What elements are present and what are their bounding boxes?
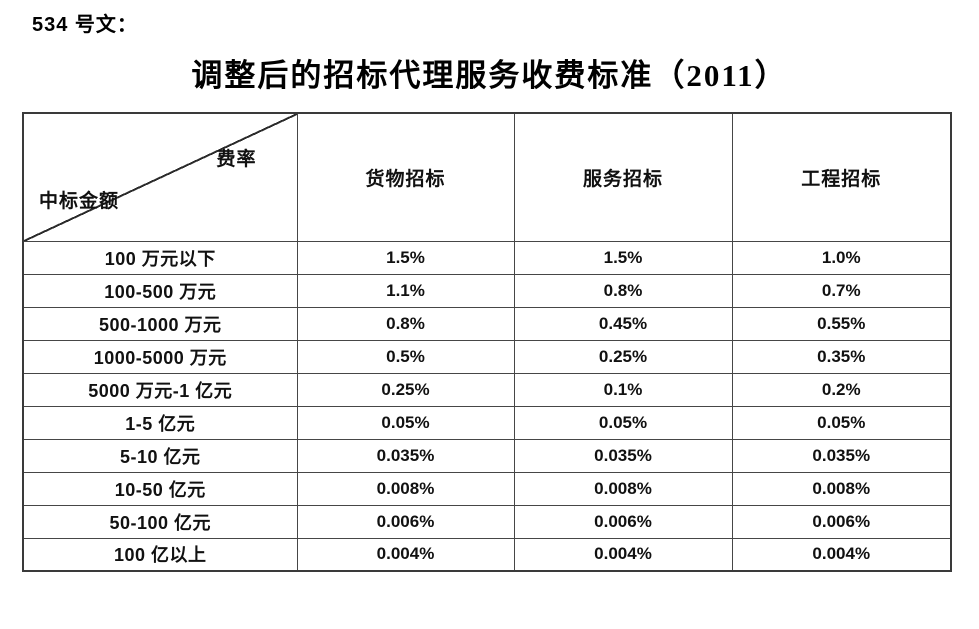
table-row: 500-1000 万元 0.8% 0.45% 0.55% [22,306,952,341]
rate-cell: 0.7% [731,273,952,308]
fee-rate-table: 费率 中标金额 货物招标 服务招标 工程招标 100 万元以下 1.5% 1.5… [22,112,952,572]
rate-cell: 0.035% [731,438,952,473]
row-label: 1000-5000 万元 [22,339,298,374]
rate-cell: 0.006% [296,504,515,539]
rate-cell: 0.1% [513,372,733,407]
rate-cell: 0.008% [296,471,515,506]
page-title: 调整后的招标代理服务收费标准（2011） [191,58,788,93]
row-label: 1-5 亿元 [22,405,298,440]
rate-cell: 0.008% [513,471,733,506]
rate-cell: 0.004% [296,537,515,572]
table-row: 5-10 亿元 0.035% 0.035% 0.035% [22,438,952,473]
rate-cell: 0.05% [296,405,515,440]
rate-cell: 0.35% [731,339,952,374]
row-label: 100-500 万元 [22,273,298,308]
column-header-goods: 货物招标 [296,112,515,242]
rate-cell: 0.035% [296,438,515,473]
rate-cell: 0.006% [731,504,952,539]
rate-cell: 0.5% [296,339,515,374]
doc-number: 534 号文： [32,14,138,36]
row-label: 10-50 亿元 [22,471,298,506]
corner-label-amount: 中标金额 [39,190,120,212]
rate-cell: 0.035% [513,438,733,473]
rate-cell: 0.004% [513,537,733,572]
rate-cell: 0.8% [513,273,733,308]
rate-cell: 0.05% [513,405,733,440]
table-row: 100-500 万元 1.1% 0.8% 0.7% [22,273,952,308]
rate-cell: 0.45% [513,306,733,341]
rate-cell: 0.25% [296,372,515,407]
row-label: 500-1000 万元 [22,306,298,341]
rate-cell: 0.2% [731,372,952,407]
table-row: 5000 万元-1 亿元 0.25% 0.1% 0.2% [22,372,952,407]
header-row: 费率 中标金额 货物招标 服务招标 工程招标 [22,112,952,242]
rate-cell: 1.5% [296,240,515,275]
table-row: 100 亿以上 0.004% 0.004% 0.004% [22,537,952,572]
rate-cell: 0.004% [731,537,952,572]
table-corner-cell: 费率 中标金额 [22,112,298,242]
rate-cell: 1.1% [296,273,515,308]
rate-cell: 1.5% [513,240,733,275]
column-header-service: 服务招标 [513,112,733,242]
rate-cell: 0.8% [296,306,515,341]
column-header-engineering: 工程招标 [731,112,952,242]
row-label: 100 万元以下 [22,240,298,275]
rate-cell: 0.55% [731,306,952,341]
table-row: 1000-5000 万元 0.5% 0.25% 0.35% [22,339,952,374]
row-label: 50-100 亿元 [22,504,298,539]
rate-cell: 0.008% [731,471,952,506]
rate-cell: 0.25% [513,339,733,374]
rate-cell: 0.006% [513,504,733,539]
row-label: 5000 万元-1 亿元 [22,372,298,407]
rate-cell: 1.0% [731,240,952,275]
row-label: 100 亿以上 [22,537,298,572]
corner-label-rate: 费率 [216,149,257,170]
table-row: 1-5 亿元 0.05% 0.05% 0.05% [22,405,952,440]
table-row: 10-50 亿元 0.008% 0.008% 0.008% [22,471,952,506]
table-row: 100 万元以下 1.5% 1.5% 1.0% [22,240,952,275]
table-row: 50-100 亿元 0.006% 0.006% 0.006% [22,504,952,539]
row-label: 5-10 亿元 [22,438,298,473]
rate-cell: 0.05% [731,405,952,440]
